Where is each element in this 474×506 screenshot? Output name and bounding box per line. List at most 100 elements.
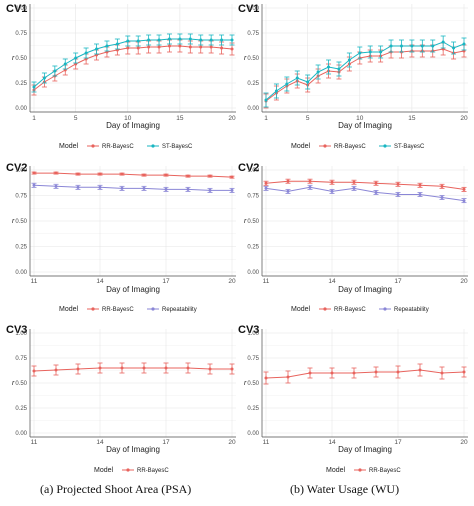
data-point — [264, 98, 268, 102]
data-point — [167, 37, 171, 41]
data-point — [76, 367, 80, 371]
series-line — [33, 367, 232, 372]
x-tick-label: 14 — [328, 278, 336, 285]
y-tick-label: 0.75 — [15, 31, 27, 37]
y-tick-label: 0.50 — [247, 219, 259, 225]
grid — [30, 166, 236, 276]
data-point — [352, 371, 356, 375]
data-point — [115, 42, 119, 46]
panel-wu-cv2: CV2 0.00 0.25 0.50 0.75 1.00 r 11 14 17 20 Day of I… — [238, 162, 468, 313]
y-tick-label: 0.00 — [247, 270, 259, 276]
x-tick-label: 10 — [356, 115, 364, 122]
data-point — [178, 44, 182, 48]
legend: Model RR-BayesC Repeatability — [59, 306, 197, 313]
data-point — [441, 40, 445, 44]
legend: Model RR-BayesC — [326, 467, 401, 474]
data-point — [396, 192, 400, 196]
x-tick-label: 5 — [306, 115, 310, 122]
grid — [30, 4, 236, 112]
data-point — [32, 369, 36, 373]
series-line — [265, 48, 465, 102]
grid — [30, 329, 236, 437]
series-line — [265, 41, 465, 101]
data-point — [142, 186, 146, 190]
caption-right: (b) Water Usage (WU) — [290, 482, 400, 496]
y-tick-label: 1.00 — [15, 331, 27, 337]
data-point — [209, 38, 213, 42]
x-tick-label: 17 — [162, 278, 170, 285]
x-tick-label: 14 — [328, 439, 336, 446]
data-point — [330, 371, 334, 375]
y-tick-label: 1.00 — [15, 168, 27, 174]
data-point — [199, 38, 203, 42]
data-point — [42, 76, 46, 80]
x-tick-label: 11 — [263, 439, 270, 446]
data-point — [220, 46, 224, 50]
data-point — [208, 174, 212, 178]
y-tick-label: 0.25 — [247, 406, 259, 412]
legend-label: ST-BayesC — [162, 144, 193, 150]
y-tick-label: 1.00 — [247, 6, 259, 12]
legend: Model RR-BayesC ST-BayesC — [59, 143, 193, 150]
y-tick-label: 0.50 — [15, 56, 27, 62]
grid — [262, 4, 468, 112]
data-point — [368, 50, 372, 54]
legend-label: Repeatability — [394, 307, 429, 313]
legend-title: Model — [291, 306, 311, 313]
y-axis-label: r — [244, 55, 247, 62]
data-point — [126, 46, 130, 50]
data-point — [167, 44, 171, 48]
data-point — [230, 367, 234, 371]
data-point — [54, 171, 58, 175]
series-line — [33, 38, 232, 88]
x-axis-label: Day of Imaging — [338, 445, 392, 454]
legend-swatch-point — [126, 468, 130, 472]
series-repeatability — [31, 182, 235, 193]
data-point — [396, 182, 400, 186]
data-point — [410, 44, 414, 48]
legend-label: RR-BayesC — [334, 307, 366, 313]
data-point — [186, 174, 190, 178]
legend: Model RR-BayesC Repeatability — [291, 306, 429, 313]
data-point — [63, 62, 67, 66]
data-point — [431, 44, 435, 48]
series-line — [34, 172, 233, 178]
data-point — [440, 371, 444, 375]
x-tick-label: 14 — [96, 278, 104, 285]
data-point — [264, 376, 268, 380]
series-repeatability — [263, 184, 467, 204]
data-point — [186, 366, 190, 370]
data-point — [462, 199, 466, 203]
legend-label: RR-BayesC — [137, 468, 169, 474]
data-point — [164, 366, 168, 370]
data-point — [120, 366, 124, 370]
y-tick-label: 0.25 — [15, 406, 27, 412]
y-tick-label: 0.00 — [247, 431, 259, 437]
data-point — [285, 82, 289, 86]
data-point — [142, 366, 146, 370]
legend-title: Model — [59, 306, 79, 313]
data-point — [164, 173, 168, 177]
y-tick-label: 0.75 — [15, 356, 27, 362]
y-tick-label: 1.00 — [247, 331, 259, 337]
legend: Model RR-BayesC — [94, 467, 169, 474]
data-point — [208, 367, 212, 371]
y-tick-label: 0.75 — [15, 194, 27, 200]
panel-title: CV1 — [238, 3, 259, 15]
x-tick-label: 20 — [460, 439, 468, 446]
data-point — [374, 190, 378, 194]
data-point — [347, 58, 351, 62]
data-point — [399, 44, 403, 48]
data-point — [452, 46, 456, 50]
y-axis-label: r — [12, 218, 15, 225]
legend-swatch-point — [323, 307, 327, 311]
data-point — [178, 37, 182, 41]
data-point — [95, 47, 99, 51]
x-tick-label: 20 — [460, 115, 468, 122]
data-point — [136, 39, 140, 43]
y-tick-label: 1.00 — [247, 168, 259, 174]
x-axis-label: Day of Imaging — [338, 121, 392, 130]
data-point — [32, 183, 36, 187]
